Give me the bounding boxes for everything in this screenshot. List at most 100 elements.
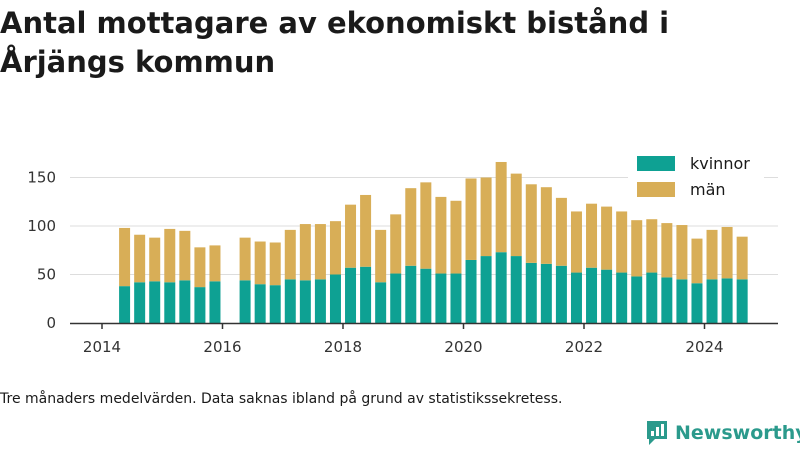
bar-kvinnor-2022-Q1 [586,267,598,323]
bar-kvinnor-2014-Q3 [134,282,146,323]
bar-män-2022-Q3 [616,211,628,273]
bar-män-2020-Q4 [510,173,522,257]
bar-kvinnor-2019-Q1 [405,265,417,323]
bar-kvinnor-2023-Q4 [691,283,703,323]
bar-kvinnor-2017-Q3 [314,279,326,323]
y-tick-label: 50 [37,266,56,284]
bar-kvinnor-2021-Q3 [555,265,567,323]
bar-kvinnor-2014-Q4 [149,281,161,323]
bar-män-2023-Q4 [691,238,703,284]
x-tick-label: 2022 [565,338,603,356]
brand-name: Newsworthy [675,422,800,444]
bar-män-2019-Q3 [435,196,447,274]
bar-kvinnor-2019-Q3 [435,273,447,323]
x-tick-label: 2014 [83,338,121,356]
bar-män-2015-Q3 [194,247,206,288]
bar-män-2014-Q2 [119,227,131,287]
brand-logo[interactable]: Newsworthy [645,418,800,448]
bar-män-2024-Q3 [736,236,748,280]
bar-kvinnor-2019-Q4 [450,273,462,323]
bar-kvinnor-2016-Q3 [254,284,266,323]
x-tick-label: 2024 [685,338,723,356]
bar-kvinnor-2021-Q4 [570,272,582,323]
bars [119,161,748,323]
bar-män-2022-Q1 [586,203,598,268]
bar-kvinnor-2014-Q2 [119,286,131,323]
chart-caption: Tre månaders medelvärden. Data saknas ib… [0,391,563,407]
y-tick-label: 0 [46,314,56,332]
bar-kvinnor-2018-Q3 [375,282,387,323]
legend-label-kvinnor: kvinnor [690,154,750,173]
bar-kvinnor-2022-Q2 [601,269,613,323]
bar-män-2020-Q2 [480,177,492,257]
bar-män-2024-Q2 [721,226,733,279]
bar-män-2017-Q3 [314,224,326,280]
y-tick-label: 100 [27,217,56,235]
legend: kvinnor män [628,150,764,208]
bar-kvinnor-2022-Q3 [616,272,628,323]
bar-män-2021-Q3 [555,197,567,266]
bar-kvinnor-2022-Q4 [631,276,643,323]
bar-män-2021-Q4 [570,211,582,273]
bar-män-2015-Q4 [209,245,221,282]
bar-män-2016-Q2 [239,237,251,281]
bar-kvinnor-2024-Q1 [706,279,718,323]
bar-män-2019-Q1 [405,188,417,266]
bar-män-2022-Q2 [601,206,613,270]
legend-swatch-man [637,182,675,197]
bar-män-2018-Q2 [360,194,372,267]
bar-män-2016-Q4 [269,242,281,286]
bar-män-2019-Q4 [450,200,462,274]
bar-män-2018-Q4 [390,214,402,274]
bar-kvinnor-2023-Q2 [661,277,673,323]
bar-kvinnor-2021-Q2 [540,263,552,323]
bar-män-2017-Q4 [329,221,341,275]
bar-kvinnor-2015-Q2 [179,280,191,323]
bar-kvinnor-2017-Q4 [329,274,341,323]
bar-män-2020-Q3 [495,161,507,253]
bar-män-2016-Q3 [254,241,266,285]
x-tick-label: 2016 [203,338,241,356]
bar-kvinnor-2019-Q2 [420,268,432,323]
bar-kvinnor-2015-Q3 [194,287,206,323]
bar-kvinnor-2018-Q2 [360,266,372,323]
bar-kvinnor-2015-Q1 [164,282,176,323]
bar-män-2017-Q1 [284,229,296,280]
bar-kvinnor-2017-Q1 [284,279,296,323]
y-tick-label: 150 [27,169,56,187]
bar-män-2017-Q2 [299,224,311,281]
bar-kvinnor-2020-Q1 [465,259,477,323]
bar-män-2023-Q1 [646,219,658,273]
bar-män-2015-Q1 [164,228,176,283]
bar-män-2015-Q2 [179,230,191,281]
bar-män-2019-Q2 [420,182,432,269]
newsworthy-logo-icon [647,421,667,445]
bar-män-2018-Q1 [345,204,357,268]
bar-kvinnor-2018-Q4 [390,273,402,323]
bar-kvinnor-2016-Q2 [239,280,251,323]
bar-kvinnor-2024-Q2 [721,278,733,323]
bar-män-2020-Q1 [465,178,477,260]
bar-män-2021-Q1 [525,184,537,263]
bar-kvinnor-2024-Q3 [736,279,748,323]
bar-kvinnor-2017-Q2 [299,280,311,323]
chart-title: Antal mottagare av ekonomiskt bistånd i … [0,6,670,79]
bar-män-2024-Q1 [706,229,718,280]
bar-män-2023-Q3 [676,225,688,280]
legend-label-man: män [690,180,726,199]
bar-kvinnor-2020-Q2 [480,256,492,323]
legend-swatch-kvinnor [637,156,675,171]
bar-män-2014-Q4 [149,237,161,282]
bar-kvinnor-2016-Q4 [269,285,281,323]
x-tick-label: 2018 [324,338,362,356]
bar-kvinnor-2023-Q3 [676,279,688,323]
bar-kvinnor-2020-Q4 [510,256,522,323]
bar-kvinnor-2015-Q4 [209,281,221,323]
bar-män-2014-Q3 [134,234,146,283]
bar-män-2022-Q4 [631,220,643,277]
bar-kvinnor-2021-Q1 [525,262,537,323]
bar-kvinnor-2018-Q1 [345,267,357,323]
bar-män-2018-Q3 [375,229,387,283]
axes: 0 50 100 150 2014 2016 2018 2020 2022 2024 [27,169,778,356]
